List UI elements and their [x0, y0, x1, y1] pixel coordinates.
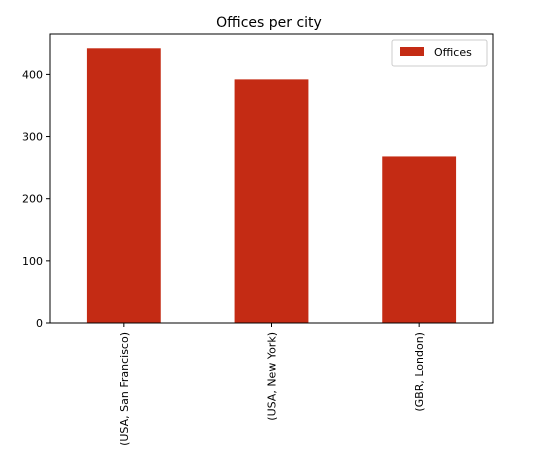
legend-swatch-offices — [400, 47, 424, 56]
legend-label-offices: Offices — [434, 46, 472, 59]
y-tick-label-3: 300 — [22, 131, 43, 144]
x-tick-label-0: (USA, San Francisco) — [118, 332, 131, 446]
legend-frame — [391, 39, 488, 67]
x-axis: (USA, San Francisco) (USA, New York) (GBR,… — [118, 323, 426, 446]
bars-group — [86, 48, 457, 324]
y-tick-label-0: 0 — [36, 317, 43, 330]
y-tick-label-2: 200 — [22, 193, 43, 206]
x-tick-label-2: (GBR, London) — [413, 332, 426, 412]
bar-0 — [86, 48, 161, 324]
y-axis: 0 100 200 300 400 — [22, 68, 50, 330]
bar-1 — [234, 79, 309, 323]
y-tick-label-4: 400 — [22, 68, 43, 81]
y-tick-label-1: 100 — [22, 255, 43, 268]
chart-title: Offices per city — [216, 15, 322, 31]
bar-2 — [382, 156, 457, 323]
x-tick-label-1: (USA, New York) — [266, 332, 279, 421]
plot-frame — [49, 33, 494, 324]
legend: Offices — [391, 39, 488, 67]
